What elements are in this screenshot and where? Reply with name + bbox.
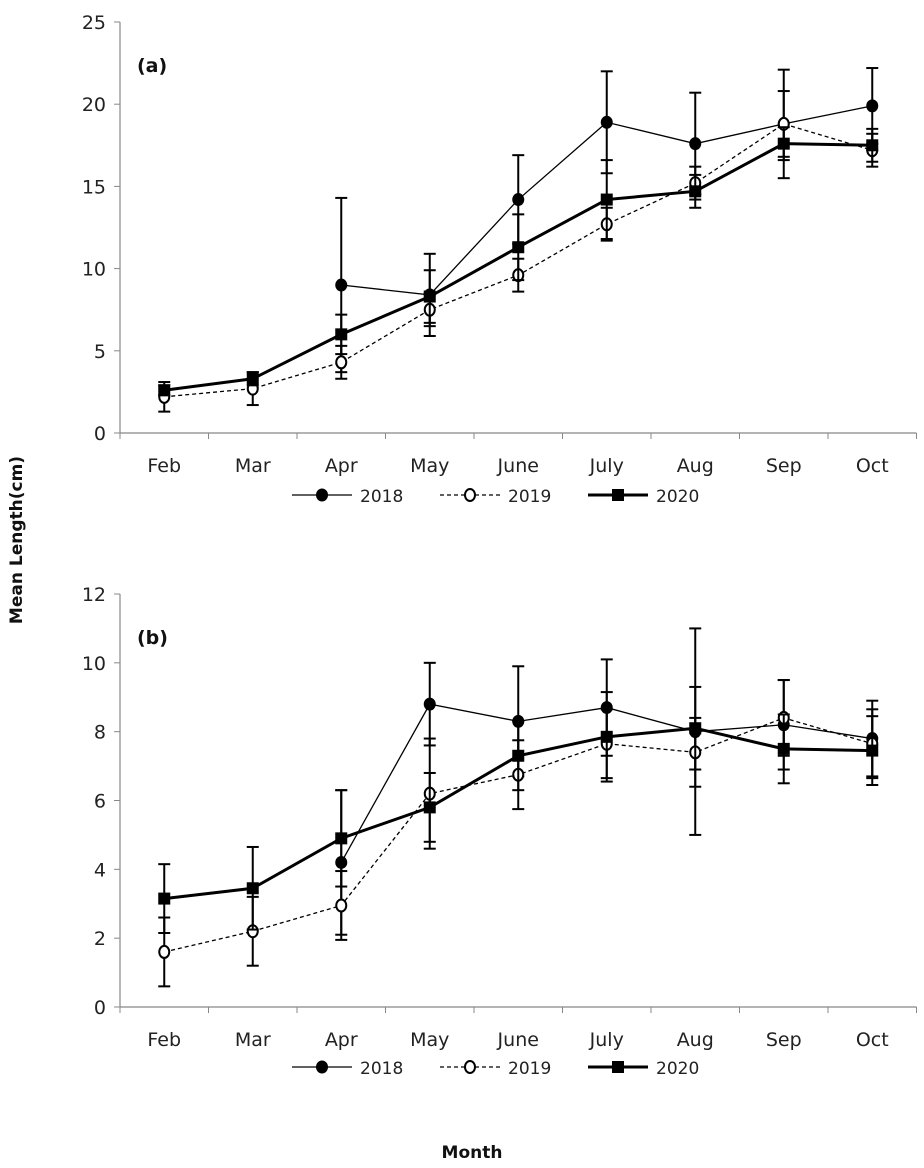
data-point [512,241,525,254]
y-tick-label: 12 [82,584,106,606]
y-tick-label: 10 [82,259,106,281]
legend-label: 2019 [508,487,551,507]
y-tick-label: 8 [94,722,106,744]
x-tick-label: May [410,1029,449,1051]
data-point [335,355,348,370]
x-tick-label: June [497,1029,539,1051]
data-point [777,137,790,150]
data-point [600,193,613,206]
data-point [777,742,790,755]
x-tick-label: Oct [856,455,889,477]
legend-marker [612,1061,624,1073]
data-point [246,882,259,895]
legend: 2018 2019 2020 [292,1059,699,1079]
x-tick-label: Sep [766,455,802,477]
x-tick-label: July [589,455,624,477]
y-tick-label: 25 [82,12,106,34]
legend-label: 2018 [360,487,403,507]
x-tick-label: June [497,455,539,477]
x-tick-label: Aug [677,1029,714,1051]
x-tick-label: Aug [677,455,714,477]
data-point [158,944,171,959]
data-point [158,384,171,397]
data-point [689,185,702,198]
data-point [512,749,525,762]
x-tick-label: May [410,455,449,477]
x-axis-label: Month [442,1143,503,1163]
panel-label: (a) [137,55,167,77]
x-tick-label: Mar [235,455,271,477]
x-tick-label: Sep [766,1029,802,1051]
data-point [866,139,879,152]
data-point [866,99,879,113]
data-point [689,722,702,735]
series-2020 [158,685,879,935]
y-tick-label: 0 [94,423,106,445]
legend-label: 2020 [656,487,699,507]
x-tick-label: Oct [856,1029,889,1051]
legend-marker [316,488,328,502]
data-point [423,697,436,711]
y-tick-label: 2 [94,928,106,950]
panel-label: (b) [137,627,168,649]
x-tick-label: Feb [147,1029,181,1051]
y-tick-label: 0 [94,997,106,1019]
data-point [335,278,348,292]
data-point [689,137,702,151]
data-point [246,372,259,385]
legend: 2018 2019 2020 [292,487,699,507]
legend-label: 2018 [360,1059,403,1079]
data-point [600,115,613,129]
data-point [158,892,171,905]
data-point [600,730,613,743]
data-point [423,290,436,303]
legend-marker [464,1060,476,1074]
x-tick-label: Apr [325,1029,358,1051]
data-point [335,898,348,913]
y-tick-label: 6 [94,791,106,813]
legend-marker [464,488,476,502]
panel-a: 0 5 10 15 20 25 Feb Mar Apr May June July Aug Sep Oct (… [82,12,917,507]
x-tick-label: Feb [147,455,181,477]
x-tick-label: Apr [325,455,358,477]
y-tick-label: 20 [82,94,106,116]
data-point [512,193,525,207]
legend-marker [612,489,624,501]
y-tick-label: 5 [94,341,106,363]
legend-label: 2020 [656,1059,699,1079]
data-point [335,832,348,845]
legend-marker [316,1060,328,1074]
y-tick-label: 15 [82,176,106,198]
panel-b: 0 2 4 6 8 10 12 Feb Mar Apr May June July Aug Sep Oct (b… [82,584,917,1079]
y-tick-label: 10 [82,653,106,675]
series-2020 [158,126,879,397]
y-tick-label: 4 [94,859,106,881]
legend-label: 2019 [508,1059,551,1079]
data-point [335,328,348,341]
data-point [423,801,436,814]
x-tick-label: Mar [235,1029,271,1051]
y-axis-label: Mean Length(cm) [7,456,27,624]
x-tick-label: July [589,1029,624,1051]
data-point [866,744,879,757]
